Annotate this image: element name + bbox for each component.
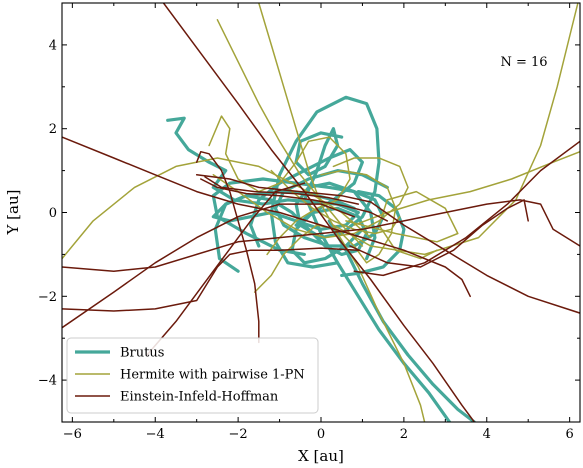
- trajectory-line: [208, 115, 351, 256]
- trajectory-line: [216, 19, 364, 247]
- trajectory-line: [307, 202, 452, 422]
- trajectory-line: [349, 199, 529, 268]
- legend-label: Brutus: [120, 346, 164, 361]
- x-tick-label: 2: [400, 427, 408, 442]
- y-tick-label: −2: [38, 290, 57, 305]
- y-tick-label: 4: [49, 38, 57, 53]
- trajectory-line: [204, 176, 360, 205]
- trajectory-line: [327, 219, 476, 422]
- x-tick-label: −2: [229, 427, 248, 442]
- legend: Brutus Hermite with pairwise 1-PN Einstein…: [66, 337, 319, 414]
- trajectory-line: [353, 140, 580, 277]
- trajectory-line: [345, 190, 459, 260]
- x-tick-label: −6: [63, 427, 82, 442]
- legend-label: Hermite with pairwise 1-PN: [120, 368, 305, 383]
- trajectory-line: [62, 199, 580, 272]
- trajectory-line: [62, 136, 471, 298]
- n-annotation: N = 16: [500, 55, 547, 70]
- trajectory-line: [253, 169, 397, 293]
- y-tick-label: 2: [49, 122, 57, 137]
- x-tick-label: −4: [146, 427, 165, 442]
- trajectory-line: [200, 178, 389, 222]
- y-axis-label: Y [au]: [4, 190, 22, 236]
- legend-label: Einstein-Infeld-Hoffman: [120, 390, 279, 405]
- legend-box: [66, 337, 319, 414]
- x-tick-label: 4: [483, 427, 491, 442]
- y-tick-label: 0: [49, 206, 57, 221]
- trajectory-line: [269, 95, 381, 269]
- trajectory-line: [146, 182, 306, 356]
- trajectory-line: [162, 3, 476, 422]
- legend-entries: Brutus Hermite with pairwise 1-PN Einstein…: [75, 346, 305, 405]
- trajectory-line: [270, 169, 401, 235]
- trajectory-line: [62, 203, 355, 329]
- trajectory-line: [212, 157, 409, 239]
- trajectory-line: [195, 174, 580, 314]
- x-axis-label: X [au]: [298, 447, 344, 465]
- trajectory-line: [213, 194, 369, 273]
- trajectory-line: [62, 247, 360, 312]
- x-tick-label: 6: [565, 427, 573, 442]
- trajectory-line: [294, 127, 344, 202]
- ticks-layer: −6 −4 −2 0 2 4 6 −4 −2 0 2 4: [38, 2, 580, 442]
- y-tick-label: −4: [38, 374, 57, 389]
- series-layer: [62, 3, 580, 422]
- x-tick-label: 0: [317, 427, 325, 442]
- series-2: [62, 3, 580, 422]
- trajectory-line: [195, 150, 260, 344]
